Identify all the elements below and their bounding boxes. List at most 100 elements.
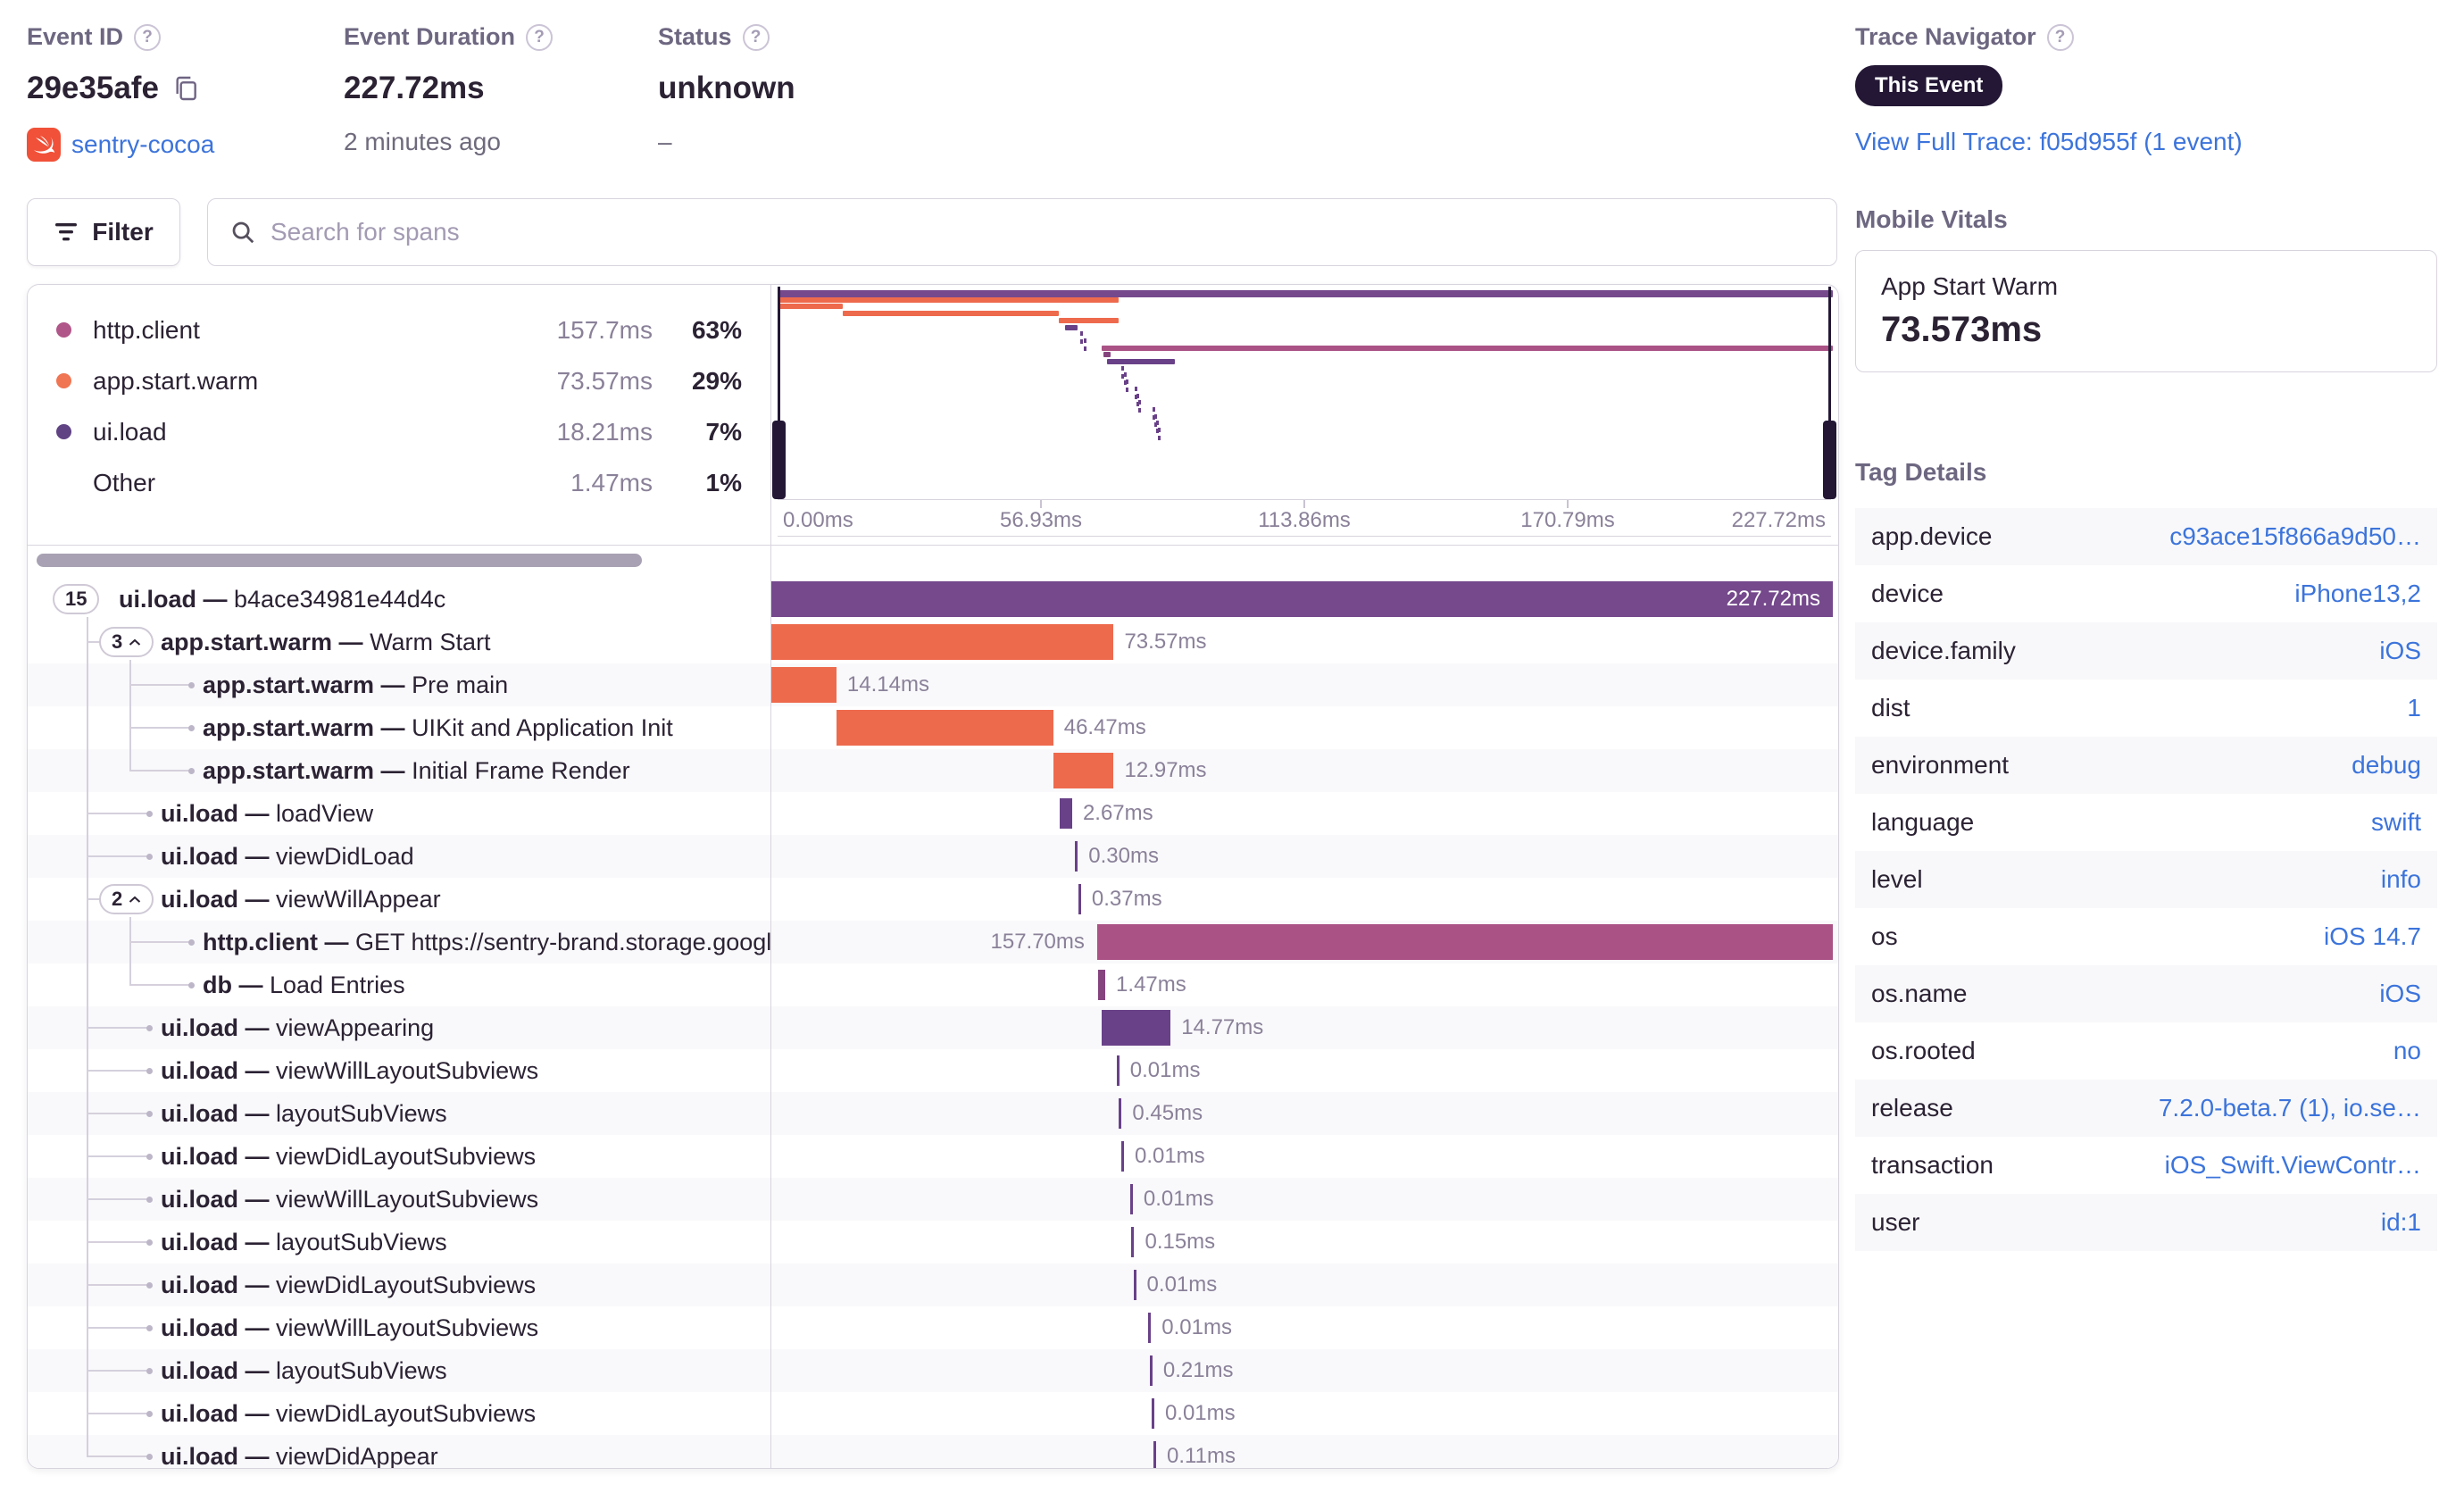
- tree-connector-dot: [146, 1197, 153, 1203]
- span-bar-cell: 157.70ms: [770, 921, 1838, 963]
- minimap-handle-left-knob[interactable]: [772, 421, 786, 499]
- tree-connector: [87, 1284, 150, 1286]
- span-bar[interactable]: [770, 624, 1114, 660]
- tree-row[interactable]: http.client — GET https://sentry-brand.s…: [28, 921, 1838, 963]
- span-bar-cell: 14.77ms: [770, 1006, 1838, 1049]
- tree-connector: [129, 984, 192, 986]
- axis-label: 227.72ms: [1731, 508, 1826, 532]
- tag-value-link[interactable]: iOS: [2379, 980, 2421, 1007]
- tree-row[interactable]: ui.load — viewDidLayoutSubviews 0.01ms: [28, 1135, 1838, 1178]
- project-link[interactable]: sentry-cocoa: [71, 130, 215, 158]
- span-bar[interactable]: [1102, 1010, 1171, 1046]
- minimap-handle-left[interactable]: [778, 287, 780, 499]
- span-label: ui.load — viewDidLoad: [161, 843, 414, 870]
- span-bar[interactable]: [1151, 1398, 1154, 1429]
- tag-value-link[interactable]: iPhone13,2: [2294, 580, 2421, 607]
- tag-row: device.family iOS: [1855, 622, 2437, 680]
- tree-row[interactable]: ui.load — viewAppearing 14.77ms: [28, 1006, 1838, 1049]
- span-bar-cell: 0.01ms: [770, 1049, 1838, 1092]
- span-children-badge[interactable]: 2: [99, 884, 154, 914]
- copy-icon[interactable]: [171, 74, 200, 103]
- tree-connector: [87, 1113, 150, 1114]
- tag-value-link[interactable]: 1: [2407, 694, 2421, 721]
- tree-row[interactable]: ui.load — viewWillLayoutSubviews 0.01ms: [28, 1049, 1838, 1092]
- span-bar[interactable]: [1131, 1227, 1135, 1257]
- span-children-badge[interactable]: 15: [53, 584, 100, 614]
- tree-row[interactable]: db — Load Entries 1.47ms: [28, 963, 1838, 1006]
- tree-row[interactable]: 3 app.start.warm — Warm Start 73.57ms: [28, 621, 1838, 663]
- horizontal-scrollbar[interactable]: [37, 554, 642, 567]
- tree-row[interactable]: ui.load — loadView 2.67ms: [28, 792, 1838, 835]
- tag-value-link[interactable]: iOS: [2379, 637, 2421, 664]
- legend-duration: 18.21ms: [556, 417, 653, 446]
- tag-value-link[interactable]: 7.2.0-beta.7 (1), io.se…: [2158, 1094, 2421, 1122]
- tree-row[interactable]: app.start.warm — Pre main 14.14ms: [28, 663, 1838, 706]
- trace-minimap[interactable]: 0.00ms 56.93ms 113.86ms 170.79ms 227.72ms: [770, 285, 1838, 546]
- span-bar[interactable]: [1075, 841, 1078, 872]
- minimap-span-bar: [1064, 324, 1078, 330]
- span-duration-label: 2.67ms: [1082, 801, 1153, 825]
- span-bar[interactable]: [1078, 884, 1081, 914]
- view-full-trace-link[interactable]: View Full Trace: f05d955f (1 event): [1855, 128, 2243, 155]
- tree-waterfall-divider[interactable]: [770, 285, 771, 1468]
- span-label: ui.load — viewWillLayoutSubviews: [161, 1314, 539, 1341]
- tree-row[interactable]: app.start.warm — Initial Frame Render 12.…: [28, 749, 1838, 792]
- minimap-chart[interactable]: [772, 287, 1836, 499]
- tree-row[interactable]: ui.load — viewDidLayoutSubviews 0.01ms: [28, 1264, 1838, 1306]
- span-bar[interactable]: [1098, 970, 1106, 1000]
- span-bar[interactable]: [1120, 1141, 1124, 1172]
- tag-value-link[interactable]: no: [2393, 1037, 2421, 1064]
- span-bar[interactable]: [1059, 798, 1072, 829]
- help-icon[interactable]: ?: [742, 23, 770, 51]
- tag-value-link[interactable]: c93ace15f866a9d50…: [2169, 522, 2421, 550]
- tag-value-link[interactable]: iOS 14.7: [2324, 922, 2421, 950]
- span-bar[interactable]: [1148, 1313, 1152, 1343]
- span-bar[interactable]: 227.72ms: [770, 581, 1833, 617]
- tree-row[interactable]: ui.load — layoutSubViews 0.15ms: [28, 1221, 1838, 1264]
- span-bar[interactable]: [770, 667, 837, 703]
- tree-row[interactable]: ui.load — viewWillLayoutSubviews 0.01ms: [28, 1178, 1838, 1221]
- tag-value-link[interactable]: swift: [2371, 808, 2421, 836]
- minimap-span-dash: [1153, 406, 1156, 423]
- span-name-cell: ui.load — viewWillLayoutSubviews: [28, 1178, 770, 1221]
- tag-value-link[interactable]: debug: [2352, 751, 2421, 779]
- tree-row[interactable]: ui.load — layoutSubViews 0.21ms: [28, 1349, 1838, 1392]
- tree-connector-dot: [188, 682, 195, 688]
- tree-row[interactable]: ui.load — viewDidLayoutSubviews 0.01ms: [28, 1392, 1838, 1435]
- span-bar[interactable]: [1153, 1441, 1157, 1468]
- tree-row[interactable]: 2 ui.load — viewWillAppear 0.37ms: [28, 878, 1838, 921]
- filter-button[interactable]: Filter: [27, 198, 180, 266]
- tree-row[interactable]: ui.load — viewDidLoad 0.30ms: [28, 835, 1838, 878]
- tree-row[interactable]: ui.load — layoutSubViews 0.45ms: [28, 1092, 1838, 1135]
- tag-key: user: [1871, 1208, 1920, 1236]
- help-icon[interactable]: ?: [526, 23, 554, 51]
- minimap-handle-right[interactable]: [1828, 287, 1831, 499]
- span-bar[interactable]: [1129, 1184, 1133, 1214]
- tree-row[interactable]: app.start.warm — UIKit and Application I…: [28, 706, 1838, 749]
- minimap-handle-right-knob[interactable]: [1823, 421, 1836, 499]
- span-bar[interactable]: [1096, 924, 1833, 960]
- search-input[interactable]: [271, 218, 1815, 246]
- span-bar[interactable]: [1053, 753, 1114, 788]
- help-icon[interactable]: ?: [134, 23, 162, 51]
- tag-row: device iPhone13,2: [1855, 565, 2437, 622]
- span-children-badge[interactable]: 3: [99, 627, 154, 657]
- span-duration-label: 0.01ms: [1143, 1187, 1214, 1211]
- help-icon[interactable]: ?: [2046, 23, 2074, 51]
- span-bar[interactable]: [1116, 1055, 1120, 1086]
- tree-row[interactable]: ui.load — viewWillLayoutSubviews 0.01ms: [28, 1306, 1838, 1349]
- span-bar[interactable]: [836, 710, 1053, 746]
- tag-value-link[interactable]: id:1: [2380, 1208, 2421, 1236]
- minimap-span-bar: [1103, 352, 1111, 358]
- span-bar[interactable]: [1119, 1098, 1122, 1129]
- span-bar[interactable]: [1133, 1270, 1136, 1300]
- tag-value-link[interactable]: iOS_Swift.ViewContr…: [2164, 1151, 2421, 1179]
- status-value: unknown: [658, 71, 795, 105]
- tree-row[interactable]: 15 ui.load — b4ace34981e44d4c 227.72ms: [28, 578, 1838, 621]
- span-bar[interactable]: [1149, 1355, 1153, 1386]
- legend-row: app.start.warm 73.57ms 29%: [28, 355, 770, 406]
- tree-connector-dot: [146, 1282, 153, 1289]
- tag-value-link[interactable]: info: [2380, 865, 2421, 893]
- tree-row[interactable]: ui.load — viewDidAppear 0.11ms: [28, 1435, 1838, 1468]
